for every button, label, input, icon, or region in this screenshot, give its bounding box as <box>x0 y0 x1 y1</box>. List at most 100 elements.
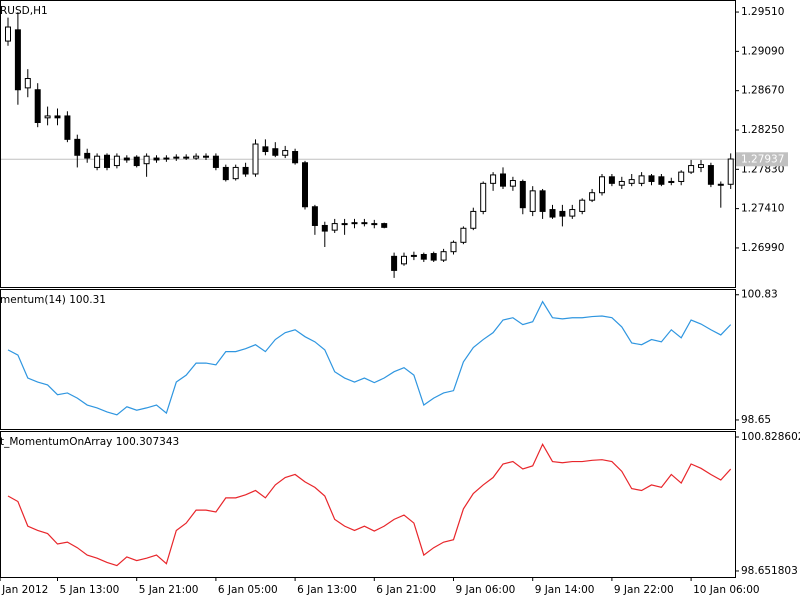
y-tick-label: 1.29090 <box>741 45 784 57</box>
x-tick-label: 9 Jan 06:00 <box>456 584 516 596</box>
y-tick-label: 1.28250 <box>741 124 784 136</box>
candle-body <box>618 180 625 186</box>
pane-title: RUSD,H1 <box>0 5 48 17</box>
y-tick-label: 100.83 <box>741 289 778 301</box>
candle-body <box>34 89 41 124</box>
candle-body <box>549 209 556 218</box>
candle-body <box>84 152 91 159</box>
candle-body <box>183 156 190 159</box>
candle-body <box>44 115 51 119</box>
indicator-line <box>7 443 732 567</box>
candle-body <box>64 115 71 140</box>
candle-body <box>401 255 407 265</box>
candle-body <box>529 190 536 212</box>
candle-body <box>628 179 635 184</box>
candle-body <box>331 223 338 231</box>
candle-body <box>203 155 209 158</box>
candle-body <box>668 180 675 183</box>
candle-body <box>54 115 61 119</box>
candle-body <box>589 192 596 201</box>
candle-body <box>153 157 160 161</box>
candle-body <box>302 162 308 208</box>
x-tick-label: 5 Jan 21:00 <box>139 584 199 596</box>
candle-body <box>222 166 229 181</box>
candle-body <box>361 222 368 225</box>
candle-body <box>252 143 259 175</box>
pane-border <box>0 289 736 430</box>
candle-body <box>351 222 358 225</box>
candle-body <box>163 157 170 160</box>
x-tick-label: 9 Jan 22:00 <box>614 584 674 596</box>
candle-body <box>450 241 457 253</box>
indicator-line <box>7 300 732 416</box>
candle-body <box>648 175 655 182</box>
x-tick-label: 6 Jan 05:00 <box>218 584 278 596</box>
candle-body <box>430 253 437 261</box>
y-tick-label: 1.27830 <box>741 163 784 175</box>
candle-body <box>678 171 685 182</box>
candle-body <box>292 151 299 164</box>
candle-body <box>608 176 615 184</box>
candle-body <box>470 210 477 229</box>
x-tick-label: Jan 2012 <box>1 584 48 596</box>
y-tick-label: 1.27410 <box>741 203 784 215</box>
candle-body <box>539 190 546 212</box>
x-tick-label: 10 Jan 06:00 <box>693 584 759 596</box>
candle-body <box>707 165 714 185</box>
y-tick-label: 98.65 <box>741 414 771 426</box>
candle-body <box>579 199 586 212</box>
pane-border <box>0 0 736 288</box>
candle-body <box>94 155 101 168</box>
y-tick-label: 98.651803 <box>741 565 798 577</box>
x-tick-label: 6 Jan 21:00 <box>376 584 436 596</box>
candle-body <box>500 173 506 187</box>
candle-body <box>391 255 398 271</box>
current-price-label: 1.27937 <box>741 153 784 165</box>
candle-body <box>509 180 516 187</box>
candle-body <box>410 254 417 257</box>
candle-body <box>440 251 447 261</box>
candle-body <box>212 155 219 168</box>
x-tick-label: 5 Jan 13:00 <box>60 584 120 596</box>
candle-body <box>133 156 140 167</box>
candle-body <box>143 155 150 165</box>
candle-body <box>688 165 695 173</box>
candle-body <box>460 227 467 243</box>
candle-body <box>569 209 576 217</box>
candle-body <box>519 180 526 209</box>
pane-title: t_MomentumOnArray 100.307343 <box>0 436 179 448</box>
candle-body <box>381 223 388 228</box>
y-tick-label: 100.828602 <box>741 431 800 443</box>
candle-body <box>480 182 487 212</box>
candle-body <box>698 164 704 168</box>
candle-body <box>371 223 378 226</box>
candle-body <box>559 210 566 217</box>
candle-body <box>262 146 269 153</box>
candle-body <box>232 166 239 180</box>
candle-body <box>490 174 497 184</box>
candle-body <box>113 155 120 167</box>
candle-body <box>727 158 734 185</box>
candle-body <box>321 224 328 232</box>
candle-body <box>282 150 289 156</box>
candle-body <box>104 154 110 168</box>
pane-border <box>0 431 736 578</box>
pane-title: mentum(14) 100.31 <box>0 294 106 306</box>
y-tick-label: 1.28670 <box>741 85 784 97</box>
candle-body <box>123 157 130 161</box>
x-tick-label: 6 Jan 13:00 <box>297 584 357 596</box>
y-tick-label: 1.26990 <box>741 242 784 254</box>
candle-body <box>24 78 31 89</box>
candle-body <box>599 176 605 194</box>
candle-body <box>173 156 180 159</box>
x-tick-label: 9 Jan 14:00 <box>535 584 595 596</box>
candle-body <box>341 223 348 226</box>
candle-body <box>74 138 81 156</box>
candle-body <box>638 175 645 184</box>
candle-body <box>420 253 427 260</box>
candle-body <box>242 166 249 175</box>
candle-body <box>717 183 724 186</box>
candle-body <box>658 176 665 185</box>
current-price-box <box>736 152 788 167</box>
